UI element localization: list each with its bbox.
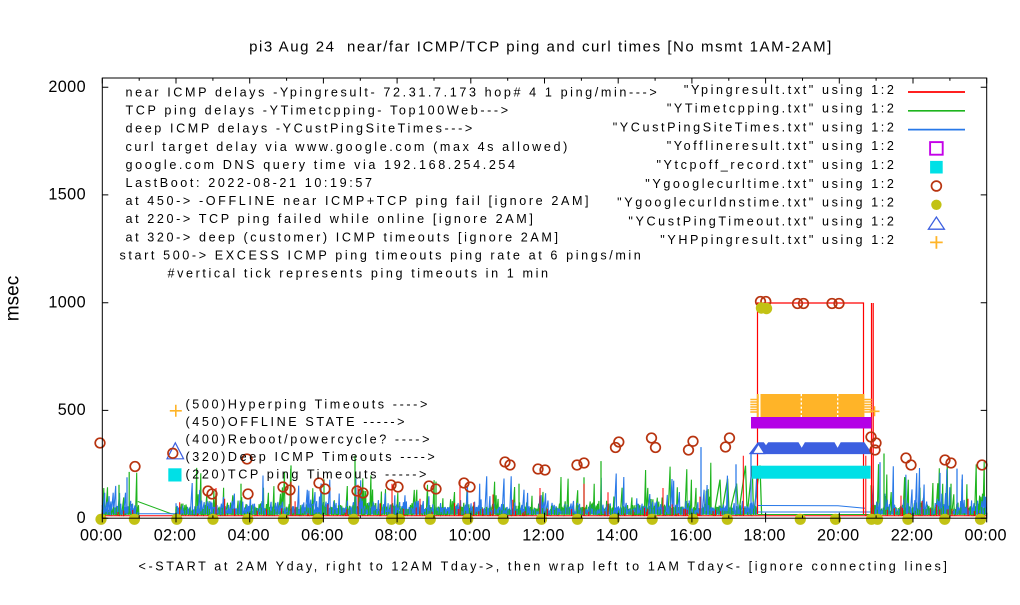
svg-text:msec: msec [3,276,24,321]
svg-text:pi3 Aug 24 near/far ICMP/TCP: pi3 Aug 24 near/far ICMP/TCP ping and cu… [249,38,833,55]
svg-text:1000: 1000 [48,293,86,311]
svg-text:06:00: 06:00 [301,527,344,545]
svg-text:22:00: 22:00 [891,527,934,545]
svg-text:TCP ping delays -YTimetcpping-: TCP ping delays -YTimetcpping- Top100Web… [126,104,511,118]
svg-text:02:00: 02:00 [154,527,197,545]
svg-text:<-START at 2AM Yday, right to: <-START at 2AM Yday, right to 12AM Tday-… [139,560,950,574]
svg-text:LastBoot: 2022-08-21 10:19:57: LastBoot: 2022-08-21 10:19:57 [126,176,375,190]
svg-text:16:00: 16:00 [670,527,713,545]
svg-text:(400)Reboot/powercycle? ---->: (400)Reboot/powercycle? ----> [186,433,433,447]
svg-text:00:00: 00:00 [80,527,123,545]
svg-text:08:00: 08:00 [375,527,418,545]
svg-text:deep ICMP delays -YCustPingSit: deep ICMP delays -YCustPingSiteTimes---> [126,122,475,136]
svg-text:1500: 1500 [48,186,86,204]
svg-text:10:00: 10:00 [449,527,492,545]
svg-text:curl target delay via www.goog: curl target delay via www.google.com (ma… [126,140,570,154]
svg-text:at 450-> -OFFLINE near ICMP+TC: at 450-> -OFFLINE near ICMP+TCP ping fai… [126,194,592,208]
svg-text:"Ygooglecurldnstime.txt" using: "Ygooglecurldnstime.txt" using 1:2 [617,196,896,210]
svg-text:20:00: 20:00 [817,527,860,545]
svg-text:"Ytcpoff_record.txt" using 1:2: "Ytcpoff_record.txt" using 1:2 [656,158,896,172]
svg-text:"Yofflineresult.txt" using 1:2: "Yofflineresult.txt" using 1:2 [667,139,897,153]
svg-text:(500)Hyperping Timeouts ---->: (500)Hyperping Timeouts ----> [186,398,430,412]
svg-text:near ICMP delays -Ypingresult-: near ICMP delays -Ypingresult- 72.31.7.1… [126,85,660,99]
svg-text:500: 500 [58,401,86,419]
svg-text:at 220-> TCP ping failed while: at 220-> TCP ping failed while online [i… [126,212,536,226]
svg-text:"YHPpingresult.txt" using 1:2: "YHPpingresult.txt" using 1:2 [660,233,896,247]
svg-text:(450)OFFLINE STATE ----->: (450)OFFLINE STATE -----> [186,415,408,429]
svg-text:(220)TCP ping Timeouts ----->: (220)TCP ping Timeouts -----> [186,468,429,482]
svg-text:2000: 2000 [48,78,86,96]
svg-text:"YTimetcpping.txt" using 1:2: "YTimetcpping.txt" using 1:2 [667,102,897,116]
svg-text:04:00: 04:00 [227,527,270,545]
svg-text:"Ygooglecurltime.txt" using 1:: "Ygooglecurltime.txt" using 1:2 [645,177,896,191]
svg-text:google.com DNS query time via: google.com DNS query time via 192.168.25… [126,158,518,172]
svg-text:#vertical tick represents ping: #vertical tick represents ping timeouts … [168,267,551,281]
svg-text:12:00: 12:00 [522,527,565,545]
svg-text:at 320-> deep (customer) ICMP: at 320-> deep (customer) ICMP timeouts [… [126,230,561,244]
svg-text:18:00: 18:00 [743,527,786,545]
svg-text:"Ypingresult.txt" using 1:2: "Ypingresult.txt" using 1:2 [684,83,897,97]
svg-text:(320)Deep ICMP Timeouts ---->: (320)Deep ICMP Timeouts ----> [186,450,438,464]
svg-text:00:00: 00:00 [964,527,1007,545]
svg-text:14:00: 14:00 [596,527,639,545]
svg-text:"YCustPingTimeout.txt" using 1: "YCustPingTimeout.txt" using 1:2 [628,214,896,228]
svg-text:start 500-> EXCESS ICMP ping t: start 500-> EXCESS ICMP ping timeouts pi… [120,248,644,262]
svg-text:"YCustPingSiteTimes.txt" using: "YCustPingSiteTimes.txt" using 1:2 [613,120,897,134]
svg-text:0: 0 [77,509,86,527]
